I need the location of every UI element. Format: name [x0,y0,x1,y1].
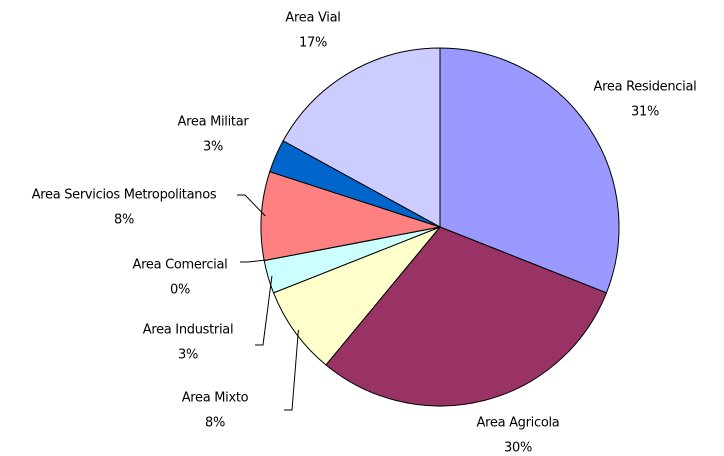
pie-slice [325,226,608,407]
pie-slice [260,171,441,262]
pie-slice [439,47,620,294]
slice-label: Area Agricola [477,416,560,431]
pie-slice [282,47,441,228]
slice-label: Area Vial [285,11,340,26]
leader-line [284,329,299,411]
slice-value-label: 17% [299,36,327,51]
slice-value-label: 31% [631,105,659,120]
slice-value-label: 0% [170,283,190,298]
slice-label: Area Militar [178,115,250,130]
pie-slice [272,226,441,366]
slice-value-label: 3% [203,140,223,155]
slice-value-label: 8% [205,416,225,431]
slice-label: Area Industrial [143,323,234,338]
slice-label: Area Comercial [133,258,228,273]
slice-label: Area Mixto [182,391,249,406]
slice-label: Area Servicios Metropolitanos [32,188,217,203]
leader-line [255,275,273,346]
slice-value-label: 8% [114,213,134,228]
leader-line [237,194,266,217]
slice-value-label: 30% [504,441,532,456]
slice-value-label: 3% [178,348,198,363]
slice-label: Area Residencial [594,80,697,95]
leader-line [240,259,269,263]
